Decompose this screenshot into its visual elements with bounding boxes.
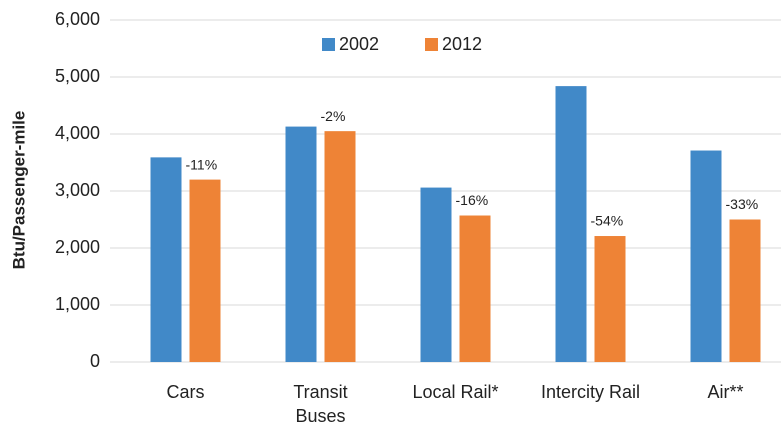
legend-swatch [322,38,335,51]
legend-label: 2012 [442,34,482,54]
bar [690,150,722,362]
x-tick-label: Intercity Rail [540,382,641,402]
annotation: -54% [591,213,624,229]
bar [729,219,761,362]
y-tick-label: 0 [90,351,100,371]
x-tick-label: Transit Buses [293,382,348,426]
x-tick-label: Local Rail* [412,382,499,402]
y-tick-label: 6,000 [55,9,100,29]
bar [285,126,317,362]
annotation: -33% [726,196,759,212]
x-tick-label: Cars [166,382,205,402]
y-tick-label: 1,000 [55,294,100,314]
legend-swatch [425,38,438,51]
y-tick-label: 5,000 [55,66,100,86]
y-axis-label: Btu/Passenger-mile [9,111,28,270]
annotation: -2% [321,108,346,124]
x-tick-label: Air** [707,382,744,402]
y-tick-label: 3,000 [55,180,100,200]
bar [594,236,626,362]
annotation: -16% [456,192,489,208]
annotation: -11% [186,156,218,172]
bar [555,86,587,363]
bar [150,157,182,362]
bar [420,187,452,362]
y-tick-label: 4,000 [55,123,100,143]
bar [459,215,491,362]
bar [324,131,356,362]
bar [189,179,221,362]
legend-label: 2002 [339,34,379,54]
y-tick-label: 2,000 [55,237,100,257]
